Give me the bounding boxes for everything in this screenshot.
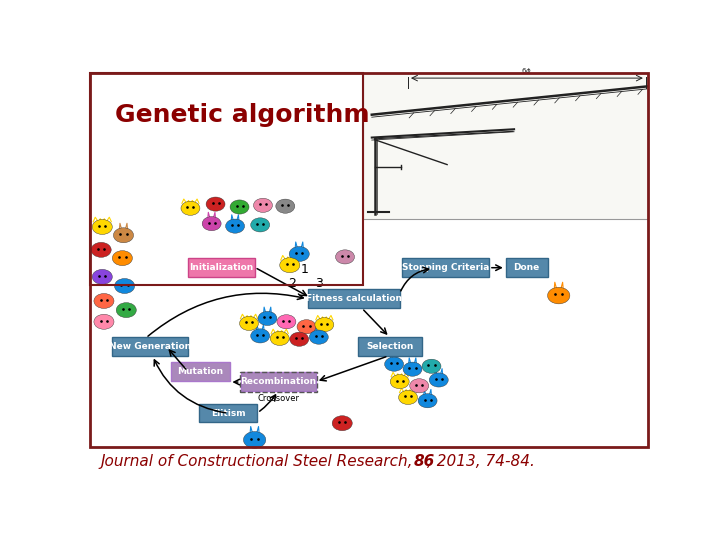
Circle shape	[336, 250, 354, 264]
Circle shape	[202, 217, 221, 231]
Circle shape	[548, 287, 570, 304]
Text: Fitness calculation: Fitness calculation	[306, 294, 402, 303]
Text: Journal of Constructional Steel Research,: Journal of Constructional Steel Research…	[100, 454, 418, 469]
Text: 86: 86	[413, 454, 435, 469]
Circle shape	[280, 258, 300, 273]
Circle shape	[289, 332, 309, 346]
Text: Initialization: Initialization	[189, 263, 253, 272]
Circle shape	[399, 390, 418, 404]
Text: Recombination: Recombination	[240, 377, 316, 386]
Circle shape	[114, 228, 133, 243]
Text: Stopping Criteria: Stopping Criteria	[402, 263, 490, 272]
Circle shape	[429, 373, 449, 387]
Circle shape	[310, 330, 328, 344]
Text: Done: Done	[513, 263, 540, 272]
Circle shape	[258, 312, 277, 326]
Text: Crossover: Crossover	[257, 394, 299, 403]
Circle shape	[206, 197, 225, 211]
Circle shape	[240, 316, 258, 330]
FancyBboxPatch shape	[199, 404, 258, 422]
Circle shape	[94, 314, 114, 329]
FancyBboxPatch shape	[240, 373, 316, 391]
Text: 2: 2	[288, 276, 296, 289]
Circle shape	[422, 359, 441, 373]
Circle shape	[94, 294, 114, 308]
Text: Genetic algorithm: Genetic algorithm	[115, 103, 370, 127]
Text: Selection: Selection	[366, 342, 413, 351]
FancyBboxPatch shape	[171, 362, 230, 381]
Circle shape	[384, 357, 404, 371]
Circle shape	[403, 362, 422, 376]
Circle shape	[315, 318, 334, 332]
Text: 3: 3	[315, 278, 323, 291]
Circle shape	[92, 269, 112, 285]
Circle shape	[253, 198, 272, 212]
Bar	[364, 73, 648, 219]
Circle shape	[418, 394, 437, 408]
Circle shape	[390, 375, 409, 389]
Circle shape	[225, 219, 245, 233]
Text: Elitism: Elitism	[211, 409, 246, 417]
Circle shape	[116, 302, 136, 318]
Circle shape	[289, 246, 310, 261]
Bar	[90, 73, 364, 285]
Circle shape	[332, 416, 352, 431]
Text: New Generation: New Generation	[109, 342, 191, 351]
Text: , 2013, 74-84.: , 2013, 74-84.	[427, 454, 535, 469]
Circle shape	[297, 320, 316, 334]
Circle shape	[112, 251, 132, 266]
FancyBboxPatch shape	[402, 258, 489, 277]
FancyBboxPatch shape	[358, 337, 422, 356]
Bar	[240, 372, 317, 392]
Circle shape	[277, 315, 296, 329]
Circle shape	[410, 379, 428, 393]
FancyBboxPatch shape	[188, 258, 255, 277]
Circle shape	[230, 200, 249, 214]
Circle shape	[276, 199, 294, 213]
Text: 1: 1	[301, 263, 309, 276]
FancyBboxPatch shape	[505, 258, 547, 277]
Text: $6\phi$: $6\phi$	[521, 66, 532, 77]
Circle shape	[181, 201, 200, 215]
Circle shape	[91, 242, 111, 258]
Circle shape	[92, 219, 112, 234]
Circle shape	[251, 329, 270, 343]
FancyBboxPatch shape	[112, 337, 188, 356]
Circle shape	[243, 431, 266, 448]
Circle shape	[251, 218, 270, 232]
Circle shape	[114, 279, 135, 294]
Circle shape	[270, 332, 289, 346]
Text: Mutation: Mutation	[177, 367, 223, 376]
FancyBboxPatch shape	[307, 289, 400, 308]
